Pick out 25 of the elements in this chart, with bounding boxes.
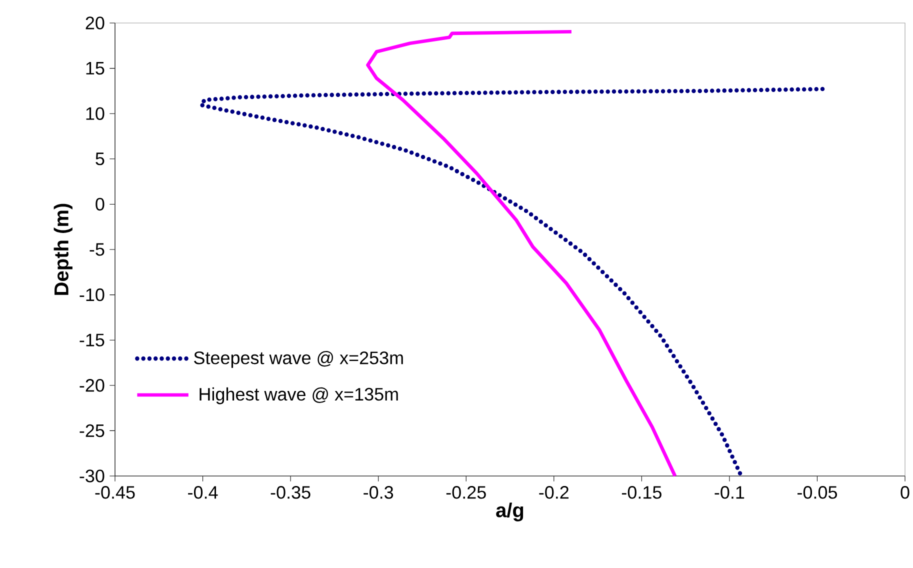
x-tick-label: -0.4	[188, 486, 218, 499]
y-tick-label: 10	[86, 107, 104, 120]
x-tick-label: -0.3	[364, 486, 394, 499]
y-tick-label: -5	[90, 243, 104, 256]
x-axis-title: a/g	[496, 502, 524, 522]
y-tick-label: 5	[96, 152, 104, 166]
x-tick-label: -0.15	[622, 486, 662, 499]
y-tick-label: -15	[80, 334, 104, 346]
x-tick-label: -0.35	[270, 486, 310, 499]
x-tick-label: -0.25	[446, 486, 486, 499]
y-tick-label: -30	[80, 470, 104, 482]
y-tick-label: -20	[80, 379, 104, 392]
x-tick-label: -0.2	[539, 486, 569, 499]
x-tick-label: -0.45	[95, 486, 135, 499]
y-tick-label: 15	[86, 62, 104, 75]
legend-label: Highest wave @ x=135m	[200, 387, 398, 404]
x-tick-label: -0.1	[714, 486, 744, 499]
x-tick-label: 0	[900, 486, 910, 499]
legend-label: Steepest wave @ x=253m	[194, 351, 403, 368]
y-tick-label: -10	[80, 288, 104, 302]
y-tick-label: -25	[80, 424, 104, 438]
y-tick-label: 20	[86, 16, 104, 30]
x-tick-label: -0.05	[798, 486, 837, 499]
y-axis-title: Depth (m)	[54, 204, 72, 295]
y-tick-label: 0	[96, 198, 104, 211]
